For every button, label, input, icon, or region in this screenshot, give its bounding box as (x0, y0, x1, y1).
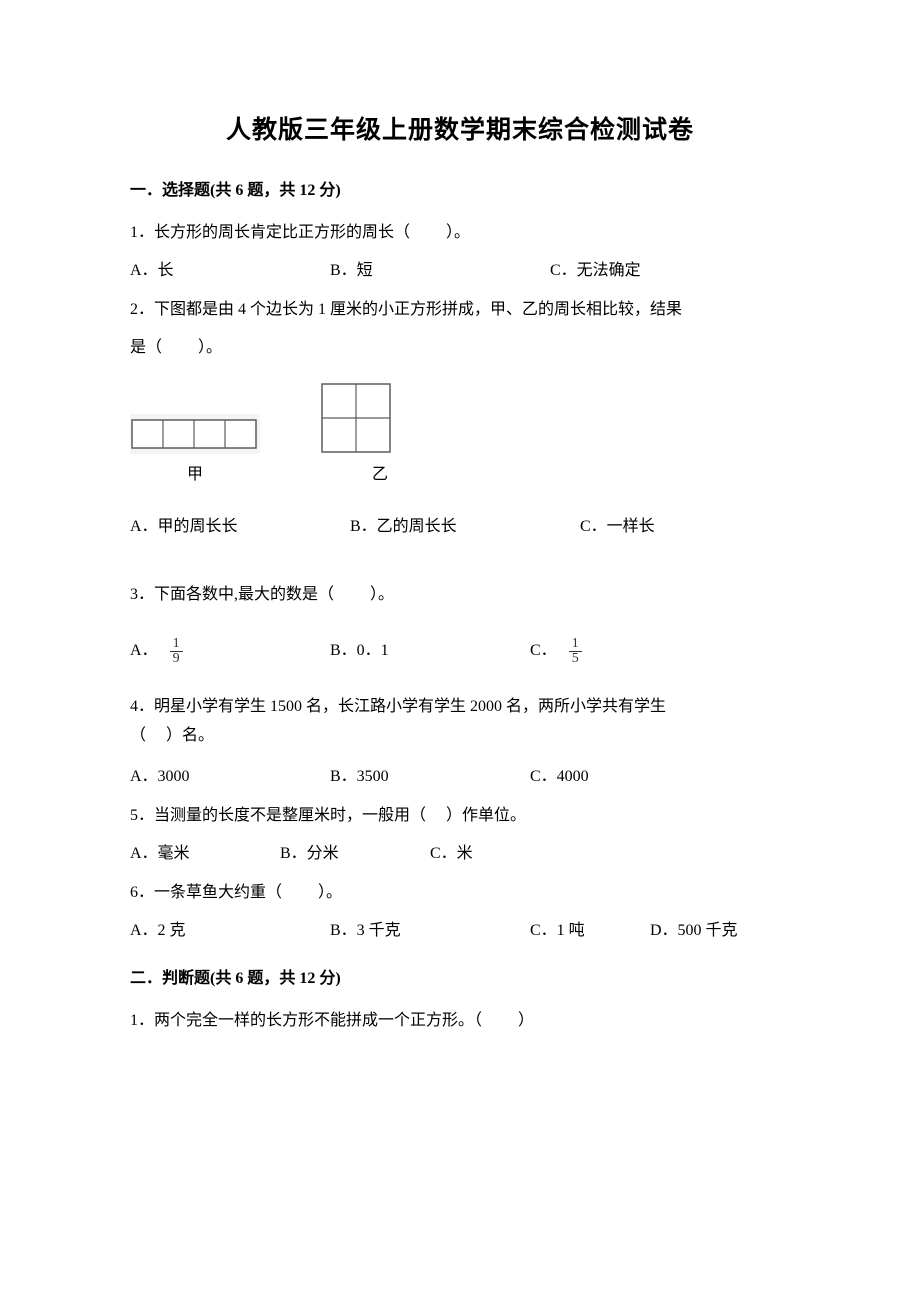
q1-stem: 1．长方形的周长肯定比正方形的周长（ (130, 224, 410, 241)
q4-opt-a: A．3000 (130, 758, 330, 796)
q2-svg-yi (320, 382, 392, 454)
q6-opt-c: C．1 吨 (530, 912, 650, 950)
q6-opt-b: B．3 千克 (330, 912, 530, 950)
q6-opt-a: A．2 克 (130, 912, 330, 950)
q1-opt-a: A．长 (130, 252, 330, 290)
q2-svg-jia (130, 414, 260, 454)
q3-opt-a-label: A． (130, 642, 158, 659)
q3-text: 3．下面各数中,最大的数是（ ）。 (130, 576, 790, 614)
q3-opt-a: A． 1 9 (130, 632, 330, 670)
section-2-heading: 二．判断题(共 6 题，共 12 分) (130, 964, 790, 988)
q5-stem: 5．当测量的长度不是整厘米时，一般用（ (130, 807, 426, 824)
page: 人教版三年级上册数学期末综合检测试卷 一．选择题(共 6 题，共 12 分) 1… (0, 0, 920, 1302)
q2-opt-c: C．一样长 (580, 508, 655, 546)
q2-line2: 是（ ）。 (130, 329, 790, 367)
q1-tail: ）。 (446, 224, 470, 241)
q2-stem2: 是（ (130, 339, 162, 356)
q2-caption-jia: 甲 (187, 460, 203, 484)
q4-line1: 4．明星小学有学生 1500 名，长江路小学有学生 2000 名，两所小学共有学… (130, 693, 790, 722)
q4-opt-c: C．4000 (530, 758, 589, 796)
q3-frac-a-num: 1 (170, 637, 183, 651)
q6-tail: ）。 (318, 884, 342, 901)
q3-frac-c-num: 1 (569, 637, 582, 651)
s2-q1-tail: ） (518, 1012, 534, 1029)
q3-opt-c: C． 1 5 (530, 632, 582, 670)
q2-line1: 2．下图都是由 4 个边长为 1 厘米的小正方形拼成，甲、乙的周长相比较，结果 (130, 291, 790, 329)
q3-frac-a-den: 9 (170, 651, 183, 666)
q3-frac-c-den: 5 (569, 651, 582, 666)
q3-frac-c: 1 5 (569, 637, 582, 666)
q1-options: A．长 B．短 C．无法确定 (130, 252, 790, 290)
q6-options: A．2 克 B．3 千克 C．1 吨 D．500 千克 (130, 912, 790, 950)
q5-opt-a: A．毫米 (130, 835, 280, 873)
q2-figure-yi: 乙 (320, 382, 392, 484)
q4-options: A．3000 B．3500 C．4000 (130, 758, 790, 796)
q4-line2: （ ）名。 (130, 722, 790, 751)
q2-opt-b: B．乙的周长长 (350, 508, 580, 546)
q3-tail: ）。 (370, 586, 394, 603)
q5-text: 5．当测量的长度不是整厘米时，一般用（ ）作单位。 (130, 797, 790, 835)
q3-stem: 3．下面各数中,最大的数是（ (130, 586, 334, 603)
q6-opt-d: D．500 千克 (650, 912, 738, 950)
page-title: 人教版三年级上册数学期末综合检测试卷 (130, 110, 790, 146)
q2-opt-a: A．甲的周长长 (130, 508, 350, 546)
s2-q1-text: 1．两个完全一样的长方形不能拼成一个正方形。（ ） (130, 1002, 790, 1040)
q5-options: A．毫米 B．分米 C．米 (130, 835, 790, 873)
q4-stem2: （ (130, 727, 146, 744)
q4-opt-b: B．3500 (330, 758, 530, 796)
q2-figures: 甲 乙 (130, 382, 790, 484)
q2-figure-jia: 甲 (130, 414, 260, 484)
q4-tail: ）名。 (166, 727, 214, 744)
q2-options: A．甲的周长长 B．乙的周长长 C．一样长 (130, 508, 790, 546)
q1-text: 1．长方形的周长肯定比正方形的周长（ ）。 (130, 214, 790, 252)
s2-q1-stem: 1．两个完全一样的长方形不能拼成一个正方形。（ (130, 1012, 482, 1029)
q5-tail: ）作单位。 (446, 807, 526, 824)
q2-tail: ）。 (198, 339, 222, 356)
q3-opt-c-label: C． (530, 642, 557, 659)
section-1-heading: 一．选择题(共 6 题，共 12 分) (130, 176, 790, 200)
q6-stem: 6．一条草鱼大约重（ (130, 884, 282, 901)
q1-opt-b: B．短 (330, 252, 550, 290)
q1-opt-c: C．无法确定 (550, 252, 641, 290)
q3-frac-a: 1 9 (170, 637, 183, 666)
q3-opt-b: B．0．1 (330, 632, 530, 670)
q3-options: A． 1 9 B．0．1 C． 1 5 (130, 632, 790, 670)
q5-opt-b: B．分米 (280, 835, 430, 873)
q2-caption-yi: 乙 (372, 460, 388, 484)
q5-opt-c: C．米 (430, 835, 473, 873)
q6-text: 6．一条草鱼大约重（ ）。 (130, 874, 790, 912)
